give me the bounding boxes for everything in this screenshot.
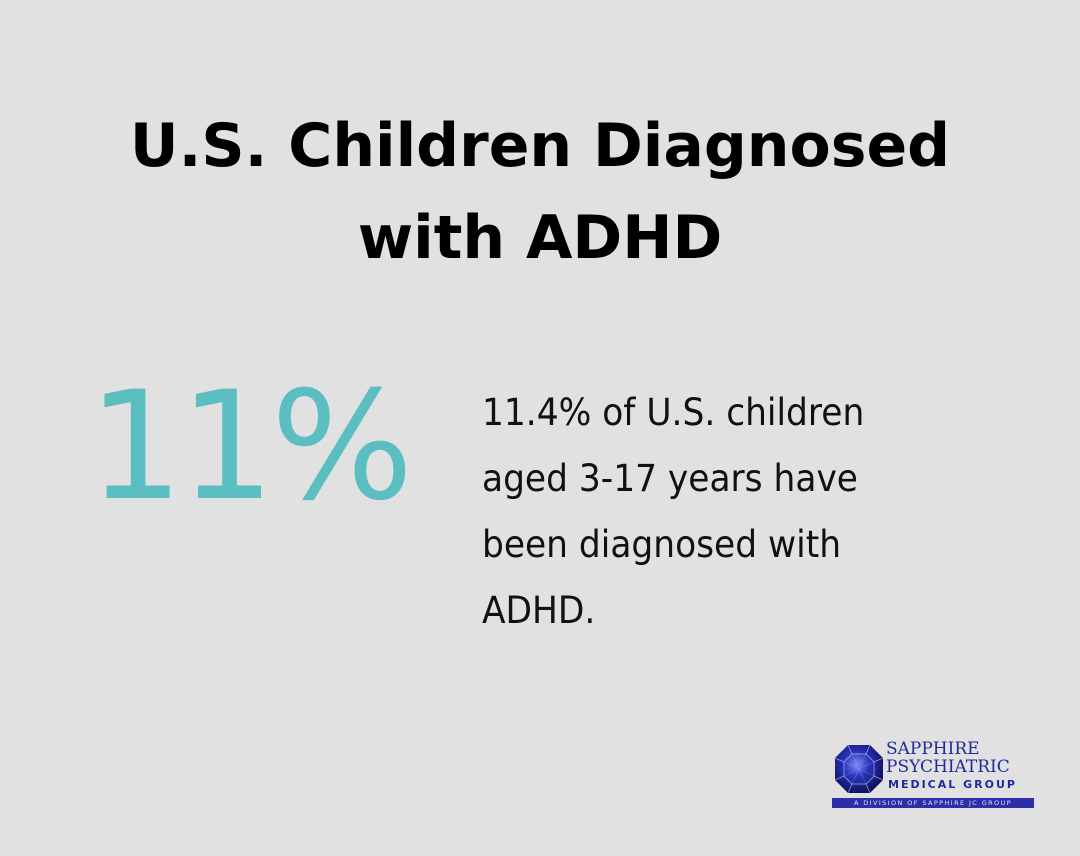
page-title: U.S. Children Diagnosed with ADHD — [60, 100, 1020, 284]
description-line-3: been diagnosed with — [482, 523, 842, 566]
description-line-2: aged 3-17 years have — [482, 457, 858, 500]
logo-line-sapphire: SAPPHIRE — [886, 739, 980, 759]
logo-line-psychiatric: PSYCHIATRIC — [886, 757, 1010, 777]
company-logo: SAPPHIRE PSYCHIATRIC MEDICAL GROUP A DIV… — [832, 740, 1038, 810]
description-line-4: ADHD. — [482, 589, 596, 632]
title-line-1: U.S. Children Diagnosed — [129, 111, 951, 181]
logo-line-medical-group: MEDICAL GROUP — [888, 778, 1017, 791]
logo-tagline: A DIVISION OF SAPPHIRE JC GROUP — [853, 799, 1013, 807]
sapphire-gem-icon — [834, 744, 884, 794]
stat-value: 11% — [88, 360, 413, 534]
title-line-2: with ADHD — [357, 203, 723, 273]
description-line-1: 11.4% of U.S. children — [482, 391, 865, 434]
logo-tagline-bar: A DIVISION OF SAPPHIRE JC GROUP — [832, 798, 1034, 808]
stat-description: 11.4% of U.S. children aged 3-17 years h… — [482, 380, 966, 644]
